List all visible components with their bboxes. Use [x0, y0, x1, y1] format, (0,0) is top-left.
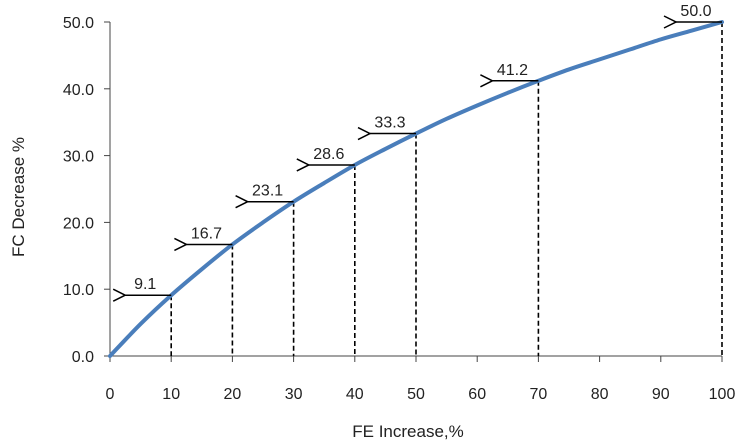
data-value-label: 9.1 — [134, 276, 156, 293]
data-value-label: 50.0 — [680, 3, 711, 20]
data-value-label: 16.7 — [191, 225, 222, 242]
data-value-label: 41.2 — [497, 62, 528, 79]
x-tick-label: 30 — [285, 386, 303, 403]
value-annotations: 9.1 16.7 23.1 28.6 33.3 41.2 50.0 — [125, 3, 722, 295]
x-axis-title: FE Increase,% — [352, 422, 464, 441]
data-value-label: 33.3 — [374, 115, 405, 132]
y-tick-label: 10.0 — [63, 282, 94, 299]
x-tick-label: 10 — [162, 386, 180, 403]
x-tick-label: 70 — [530, 386, 548, 403]
x-tick-label: 90 — [652, 386, 670, 403]
tick-labels: 0.0 10.0 20.0 30.0 40.0 50.0 0 10 20 30 40 50 60 70 80… — [9, 15, 735, 441]
x-tick-label: 0 — [106, 386, 115, 403]
x-tick-label: 40 — [346, 386, 364, 403]
x-tick-label: 60 — [468, 386, 486, 403]
y-tick-label: 30.0 — [63, 149, 94, 166]
x-tick-label: 100 — [709, 386, 736, 403]
data-value-label: 28.6 — [313, 146, 344, 163]
dropdown-guide-lines — [170, 22, 723, 356]
y-tick-label: 40.0 — [63, 82, 94, 99]
x-tick-label: 20 — [224, 386, 242, 403]
y-tick-label: 0.0 — [72, 349, 94, 366]
y-tick-label: 50.0 — [63, 15, 94, 32]
data-value-label: 23.1 — [252, 183, 283, 200]
x-tick-label: 50 — [407, 386, 425, 403]
axes — [104, 21, 723, 362]
y-tick-label: 20.0 — [63, 215, 94, 232]
x-tick-label: 80 — [591, 386, 609, 403]
y-axis-title: FC Decrease % — [9, 137, 28, 257]
